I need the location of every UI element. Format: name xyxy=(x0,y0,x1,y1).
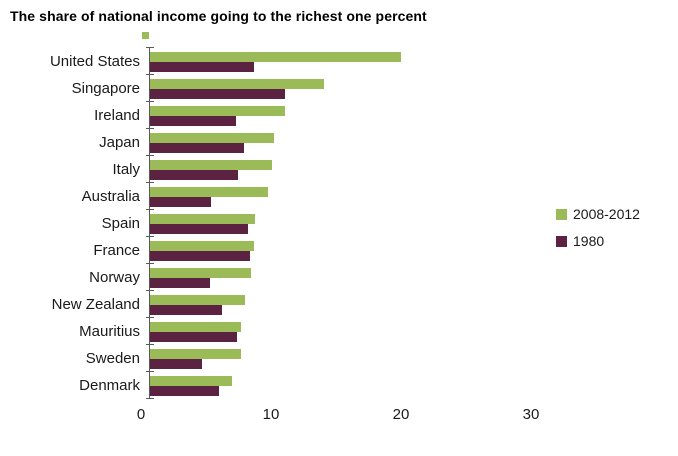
bar-group xyxy=(150,75,540,102)
category-label: Norway xyxy=(89,269,140,286)
bar-track xyxy=(146,371,540,399)
legend-item: 1980 xyxy=(556,233,640,249)
bar-group xyxy=(150,372,540,399)
category-label: Australia xyxy=(81,188,140,205)
bar-group xyxy=(150,237,540,264)
chart-row: Mauritius xyxy=(0,317,678,345)
bar-track xyxy=(146,47,540,75)
x-axis: 0 10 20 30 xyxy=(137,406,540,428)
category-label: United States xyxy=(49,53,140,70)
bar-2008-2012 xyxy=(150,105,286,116)
bar-group xyxy=(150,291,540,318)
legend-item: 2008-2012 xyxy=(556,206,640,222)
bar-group xyxy=(150,264,540,291)
category-label: Spain xyxy=(101,215,140,232)
bar-2008-2012 xyxy=(150,213,256,224)
bar-1980 xyxy=(150,115,236,126)
legend-swatch xyxy=(556,208,567,220)
category-label: Italy xyxy=(112,161,140,178)
bar-2008-2012 xyxy=(150,348,241,359)
chart-row: Sweden xyxy=(0,344,678,372)
bar-track xyxy=(146,155,540,183)
category-label: Sweden xyxy=(85,350,140,367)
stray-green-square xyxy=(142,32,149,39)
bar-1980 xyxy=(150,196,212,207)
bar-track xyxy=(146,74,540,102)
chart-row: Denmark xyxy=(0,371,678,399)
chart-row: Norway xyxy=(0,263,678,291)
bar-2008-2012 xyxy=(150,375,232,386)
bar-group xyxy=(150,102,540,129)
bar-group xyxy=(150,345,540,372)
bar-group xyxy=(150,318,540,345)
category-label: Denmark xyxy=(79,377,140,394)
chart-title: The share of national income going to th… xyxy=(10,8,427,24)
bar-track xyxy=(146,182,540,210)
chart-row: Japan xyxy=(0,128,678,156)
chart-row: Singapore xyxy=(0,74,678,102)
chart-row: New Zealand xyxy=(0,290,678,318)
category-label: Ireland xyxy=(94,107,140,124)
bar-1980 xyxy=(150,88,286,99)
chart-row: Italy xyxy=(0,155,678,183)
bar-track xyxy=(146,236,540,264)
legend-label: 1980 xyxy=(573,233,605,249)
bar-group xyxy=(150,183,540,210)
bar-track xyxy=(146,101,540,129)
category-label: Mauritius xyxy=(79,323,140,340)
bar-1980 xyxy=(150,169,239,180)
bar-track xyxy=(146,128,540,156)
bar-1980 xyxy=(150,142,244,153)
x-tick-label: 20 xyxy=(392,406,410,423)
bar-track xyxy=(146,317,540,345)
bar-2008-2012 xyxy=(150,294,245,305)
bar-1980 xyxy=(150,61,254,72)
bar-1980 xyxy=(150,358,202,369)
bar-2008-2012 xyxy=(150,267,252,278)
bar-track xyxy=(146,290,540,318)
bar-2008-2012 xyxy=(150,240,254,251)
x-tick-label: 10 xyxy=(262,406,280,423)
bar-2008-2012 xyxy=(150,321,241,332)
chart-row: Spain xyxy=(0,209,678,237)
bar-1980 xyxy=(150,277,210,288)
bar-chart: United States Singapore Ireland Japan Italy A… xyxy=(0,32,678,428)
chart-row: United States xyxy=(0,47,678,75)
category-label: Japan xyxy=(99,134,140,151)
bar-group xyxy=(150,129,540,156)
x-tick-label: 30 xyxy=(522,406,540,423)
legend-label: 2008-2012 xyxy=(573,206,640,222)
chart-row: Ireland xyxy=(0,101,678,129)
plot-rows: United States Singapore Ireland Japan Italy A… xyxy=(0,32,678,399)
bar-2008-2012 xyxy=(150,159,273,170)
bar-1980 xyxy=(150,331,238,342)
category-label: France xyxy=(93,242,140,259)
x-tick-label: 0 xyxy=(136,406,146,423)
bar-track xyxy=(146,263,540,291)
category-label: New Zealand xyxy=(51,296,140,313)
legend: 2008-2012 1980 xyxy=(556,206,640,249)
bar-group xyxy=(150,48,540,75)
bar-track xyxy=(146,209,540,237)
bar-group xyxy=(150,156,540,183)
bar-1980 xyxy=(150,385,219,396)
bar-1980 xyxy=(150,304,222,315)
bar-2008-2012 xyxy=(150,186,269,197)
bar-2008-2012 xyxy=(150,78,325,89)
bar-group xyxy=(150,210,540,237)
bar-1980 xyxy=(150,250,251,261)
bar-track xyxy=(146,344,540,372)
chart-row: France xyxy=(0,236,678,264)
chart-row: Australia xyxy=(0,182,678,210)
bar-2008-2012 xyxy=(150,51,401,62)
category-label: Singapore xyxy=(71,80,140,97)
legend-swatch xyxy=(556,235,567,247)
bar-2008-2012 xyxy=(150,132,274,143)
bar-1980 xyxy=(150,223,248,234)
